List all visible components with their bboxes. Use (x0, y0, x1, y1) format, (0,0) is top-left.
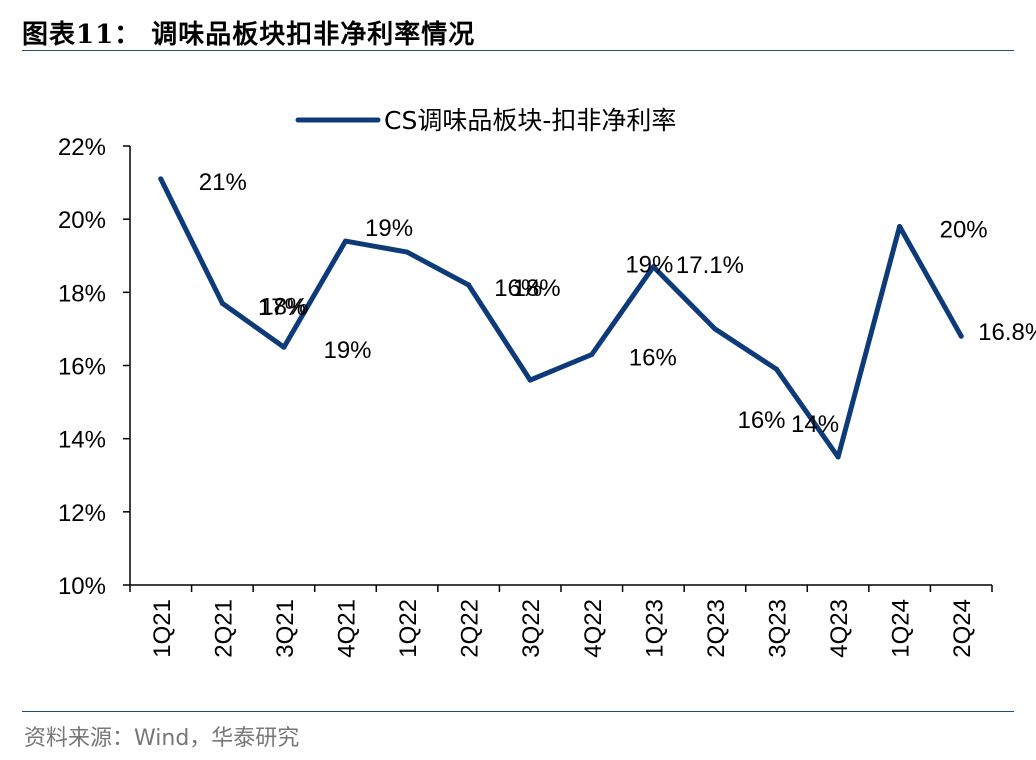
y-axis-ticks: 10% 12% 14% 16% 18% 20% 22% (58, 134, 130, 600)
data-label: 19% (625, 252, 673, 279)
x-tick-label: 2Q22 (457, 599, 484, 658)
data-point (158, 176, 164, 182)
series-line (158, 176, 964, 460)
x-tick-label: 3Q23 (765, 599, 792, 658)
y-tick-label: 22% (58, 134, 106, 161)
data-point (712, 326, 718, 332)
data-point (219, 300, 225, 306)
data-point (466, 282, 472, 288)
data-point (589, 352, 595, 358)
data-label: 16% (737, 407, 785, 434)
data-label: 16.8% (978, 319, 1036, 346)
data-label: 18% (513, 275, 561, 302)
series-points (158, 176, 964, 460)
legend: CS调味品板块-扣非净利率 (295, 106, 676, 135)
data-point (281, 344, 287, 350)
data-point (897, 223, 903, 229)
x-tick-label: 3Q22 (518, 599, 545, 658)
x-tick-label: 1Q23 (641, 599, 668, 658)
data-label: 17.1% (676, 252, 744, 279)
data-label: 19% (323, 337, 371, 364)
data-labels: 21%18%17%19%19%18%16%16%19% 17.1%16% 14%20… (199, 169, 1036, 438)
source-note: 资料来源：Wind，华泰研究 (24, 726, 300, 751)
data-label: 21% (199, 169, 247, 196)
x-tick-label: 1Q24 (888, 599, 915, 658)
figure-title: 图表11： 调味品板块扣非净利率情况 (22, 20, 476, 50)
data-label: 14% (791, 411, 839, 438)
data-point (958, 333, 964, 339)
data-label: 20% (940, 216, 988, 243)
data-point (404, 249, 410, 255)
top-divider (22, 50, 1014, 51)
x-tick-label: 2Q21 (210, 599, 237, 658)
data-point (774, 366, 779, 372)
x-tick-label: 1Q22 (395, 599, 422, 658)
y-tick-label: 10% (58, 573, 106, 600)
y-tick-label: 14% (58, 427, 106, 454)
data-label: 19% (365, 215, 413, 242)
x-axis-ticks: 1Q21 2Q21 3Q21 4Q21 1Q22 2Q22 3Q22 4Q22 1Q23 2Q23… (129, 585, 993, 658)
data-point (527, 377, 533, 383)
legend-label: CS调味品板块-扣非净利率 (384, 106, 676, 135)
line-chart: CS调味品板块-扣非净利率 10%12%14%16%18%20%22% 1Q21… (58, 106, 1036, 658)
x-tick-label: 4Q23 (826, 599, 853, 658)
data-label: 18% (260, 293, 308, 320)
x-tick-label: 1Q21 (149, 599, 176, 658)
data-label: 16% (494, 275, 542, 302)
y-tick-label: 12% (58, 500, 106, 527)
data-label: 16% (629, 345, 677, 372)
y-tick-label: 16% (58, 354, 106, 381)
y-tick-label: 20% (58, 207, 106, 234)
x-tick-label: 4Q22 (580, 599, 607, 658)
bottom-divider (22, 711, 1014, 712)
x-tick-label: 2Q23 (703, 599, 730, 658)
data-point (835, 454, 841, 460)
y-tick-label: 18% (58, 280, 106, 307)
data-point (650, 264, 656, 270)
x-tick-label: 3Q21 (272, 599, 299, 658)
data-point (343, 238, 348, 244)
x-tick-label: 4Q21 (334, 599, 361, 658)
x-tick-label: 2Q24 (949, 599, 976, 658)
data-label: 17% (258, 294, 306, 321)
